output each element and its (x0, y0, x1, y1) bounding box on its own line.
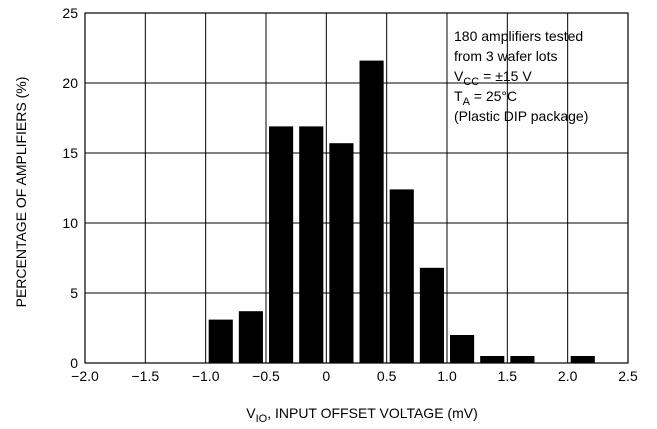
x-tick-label: 1.5 (498, 368, 518, 384)
histogram-bar (359, 60, 384, 363)
x-tick-label: 0 (322, 368, 330, 384)
histogram-bar (299, 126, 324, 364)
histogram-bar (480, 356, 505, 363)
histogram-bar (329, 143, 354, 363)
histogram-bar (419, 267, 444, 363)
histogram-bar (389, 189, 414, 363)
y-tick-label: 20 (62, 75, 78, 91)
histogram-bar (208, 319, 233, 363)
annotation-line: VCC = ±15 V (454, 68, 532, 88)
x-tick-label: −0.5 (252, 368, 280, 384)
grid-lines (84, 12, 629, 364)
x-tick-label: −2.0 (71, 368, 99, 384)
histogram-bar (570, 356, 595, 363)
x-tick-label: 1.0 (437, 368, 457, 384)
x-tick-label: 0.5 (377, 368, 397, 384)
annotation-line: 180 amplifiers tested (454, 28, 583, 44)
histogram-bar (510, 356, 535, 363)
annotation-line: from 3 wafer lots (454, 48, 557, 64)
annotation-line: TA = 25°C (454, 88, 517, 108)
y-tick-label: 10 (62, 215, 78, 231)
annotation-line: (Plastic DIP package) (454, 108, 588, 124)
bars (208, 60, 595, 364)
histogram-bar (450, 335, 475, 363)
y-tick-label: 0 (70, 355, 78, 371)
y-axis-label: PERCENTAGE OF AMPLIFIERS (%) (13, 77, 29, 308)
histogram-bar (238, 311, 263, 363)
x-tick-label: −1.5 (132, 368, 160, 384)
x-tick-label: 2.0 (558, 368, 578, 384)
plot-frame (84, 12, 629, 364)
y-tick-label: 25 (62, 5, 78, 21)
y-tick-labels: 0 5 10 15 20 25 (62, 5, 78, 371)
test-conditions-annotation: 180 amplifiers tested from 3 wafer lots VC… (454, 28, 588, 124)
x-tick-label: −1.0 (192, 368, 220, 384)
y-tick-label: 5 (70, 285, 78, 301)
x-axis-label: VIO, INPUT OFFSET VOLTAGE (mV) (246, 405, 478, 425)
x-tick-label: 2.5 (618, 368, 638, 384)
x-tick-labels: −2.0 −1.5 −1.0 −0.5 0 0.5 1.0 1.5 2.0 2.5 (71, 368, 638, 384)
y-tick-label: 15 (62, 145, 78, 161)
histogram-bar (269, 126, 294, 364)
